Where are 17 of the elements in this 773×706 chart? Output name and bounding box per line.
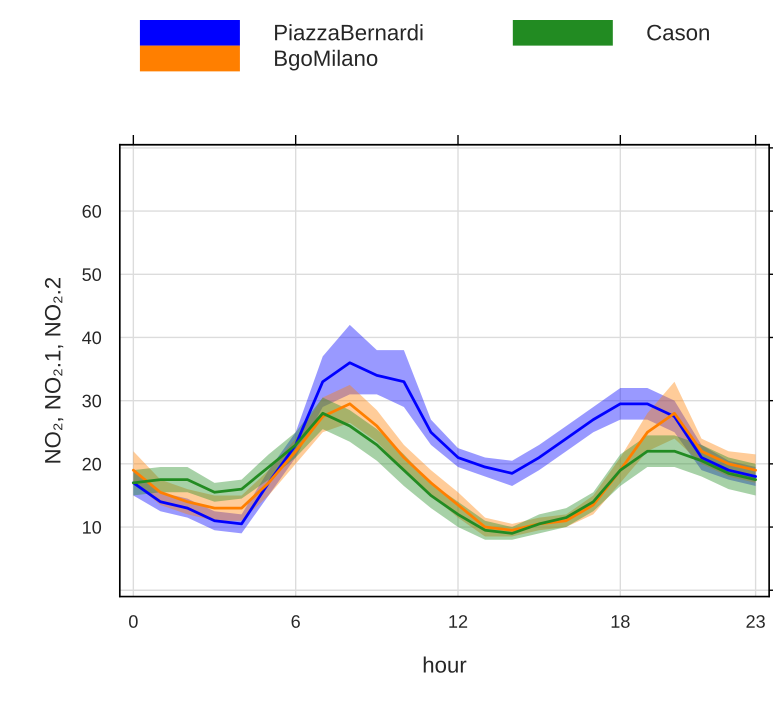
y-axis-title: NO₂, NO₂.1, NO₂.2 — [44, 278, 64, 463]
legend-label: PiazzaBernardi — [275, 24, 422, 40]
legend-label: Cason — [647, 24, 709, 40]
x-tick-label: 12 — [449, 615, 468, 628]
x-tick-label: 0 — [129, 615, 138, 628]
y-tick-label: 20 — [82, 458, 102, 471]
line-series — [132, 361, 757, 526]
y-tick-label: 10 — [83, 520, 102, 534]
x-axis-title: hour — [424, 656, 466, 673]
y-tick-label: 30 — [82, 394, 102, 408]
y-tick-label: 40 — [82, 331, 102, 344]
x-tick-label: 18 — [612, 615, 630, 628]
y-tick-label: 60 — [82, 205, 102, 218]
legend-label: BgoMilano — [275, 50, 378, 70]
x-tick-label: 23 — [746, 615, 765, 628]
y-tick-label: 50 — [82, 268, 102, 281]
x-tick-label: 6 — [292, 615, 300, 628]
